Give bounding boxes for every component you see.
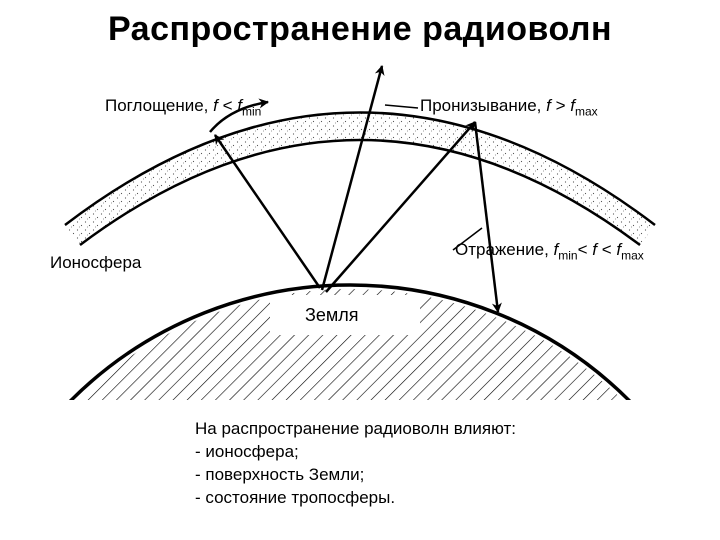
footer-text: На распространение радиоволн влияют: - и… [195,418,516,510]
slide-title: Распространение радиоволн [0,10,720,49]
label-absorption: Поглощение, f < fmin [105,96,261,118]
label-earth: Земля [305,305,359,326]
label-penetration-formula: f > fmax [546,96,598,115]
label-penetration-prefix: Пронизывание, [420,96,546,115]
label-absorption-formula: f < fmin [213,96,261,115]
label-absorption-prefix: Поглощение, [105,96,213,115]
footer-intro: На распространение радиоволн влияют: [195,418,516,441]
label-penetration: Пронизывание, f > fmax [420,96,598,118]
footer-item-1: - поверхность Земли; [195,464,516,487]
diagram-figure: Поглощение, f < fmin Пронизывание, f > f… [60,60,660,400]
footer-item-2: - состояние тропосферы. [195,487,516,510]
label-ionosphere: Ионосфера [50,253,141,273]
label-reflection-prefix: Отражение, [455,240,554,259]
footer-item-0: - ионосфера; [195,441,516,464]
label-reflection-formula: fmin< f < fmax [554,240,644,259]
label-reflection: Отражение, fmin< f < fmax [455,240,644,262]
